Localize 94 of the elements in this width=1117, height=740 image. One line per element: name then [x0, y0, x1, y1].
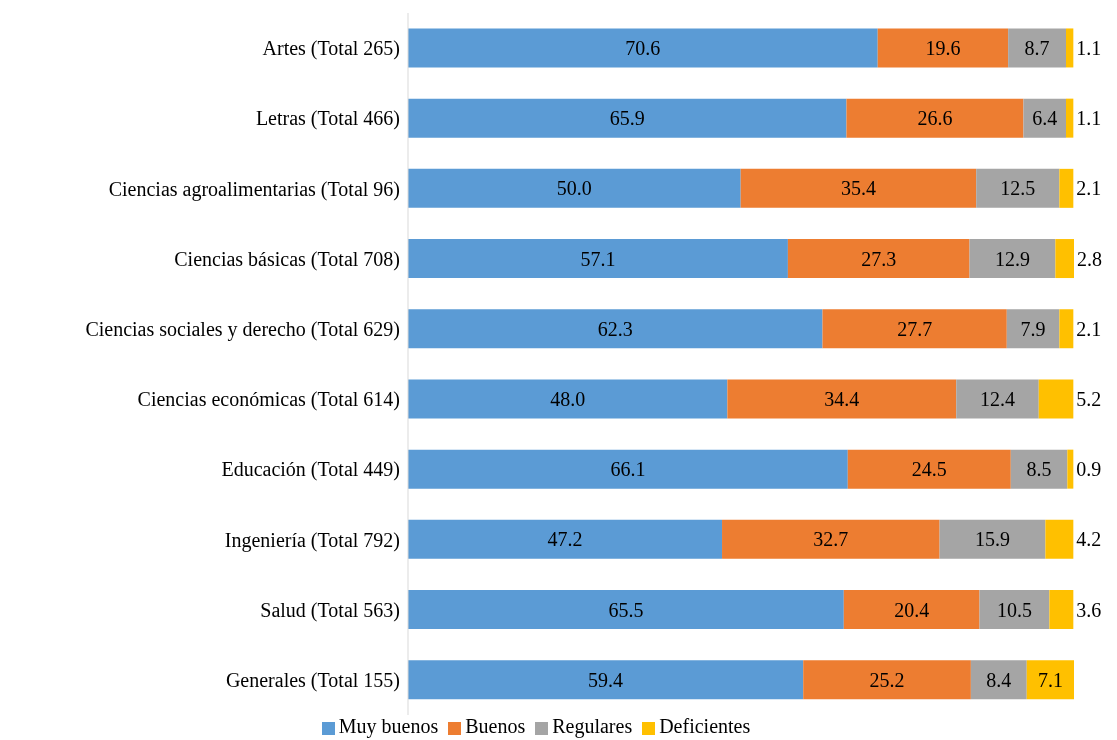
bar [1008, 28, 1067, 68]
data-label: 2.8 [1077, 247, 1102, 270]
bar [822, 309, 1007, 349]
data-label: 50.0 [556, 177, 592, 200]
bar [979, 590, 1050, 630]
bar [408, 519, 723, 559]
bar [1010, 449, 1068, 489]
y-tick-label: Generales (Total 155) [225, 669, 400, 692]
data-label: 57.1 [580, 247, 616, 270]
y-tick-label: Ciencias económicas (Total 614) [137, 388, 400, 412]
data-label: 12.4 [979, 387, 1015, 410]
data-label: 7.1 [1037, 668, 1063, 691]
data-label: 27.7 [897, 317, 933, 340]
data-label: 35.4 [840, 177, 876, 200]
bar [740, 168, 977, 208]
data-label: 6.4 [1032, 107, 1058, 130]
legend-label: Deficientes [659, 715, 751, 737]
bar [408, 168, 741, 208]
bar [722, 519, 940, 559]
data-label: 8.5 [1026, 458, 1052, 481]
legend-label: Muy buenos [338, 715, 439, 737]
bar [976, 168, 1060, 208]
data-label: 27.3 [861, 247, 897, 270]
bar [408, 309, 823, 349]
bar [408, 449, 848, 489]
y-tick-label: Salud (Total 563) [260, 598, 400, 622]
data-label: 70.6 [625, 36, 661, 59]
legend-label: Buenos [465, 715, 526, 737]
data-label: 15.9 [975, 528, 1010, 551]
bar [787, 239, 970, 279]
y-tick-label: Ciencias sociales y derecho (Total 629) [85, 318, 400, 341]
bar [969, 239, 1056, 279]
data-label: 20.4 [894, 598, 930, 621]
data-label: 2.1 [1076, 317, 1102, 340]
bar [408, 660, 804, 700]
y-tick-label: Artes (Total 265) [262, 37, 400, 61]
bar [843, 590, 980, 630]
bar [408, 98, 847, 138]
bar [1066, 98, 1074, 138]
data-label: 19.6 [925, 36, 961, 59]
bar [847, 449, 1011, 489]
data-label: 2.1 [1076, 177, 1102, 200]
bar [1055, 239, 1074, 279]
bar [1049, 590, 1074, 630]
bar [1066, 28, 1074, 68]
data-label: 66.1 [610, 458, 646, 481]
bar [727, 379, 957, 419]
data-label: 65.9 [609, 107, 645, 130]
data-label: 4.2 [1076, 528, 1102, 551]
y-tick-label: Educación (Total 449) [221, 458, 400, 482]
bar [1026, 660, 1074, 700]
y-tick-label: Letras (Total 466) [255, 107, 400, 131]
bar [846, 98, 1024, 138]
data-label: 62.3 [597, 317, 633, 340]
y-tick-label: Ciencias agroalimentarias (Total 96) [108, 177, 400, 201]
data-label: 8.4 [986, 668, 1012, 691]
bar [1023, 98, 1067, 138]
data-label: 0.9 [1076, 458, 1102, 481]
data-label: 59.4 [588, 668, 624, 691]
bar [1038, 379, 1074, 419]
data-label: 12.9 [994, 247, 1030, 270]
bar [1045, 519, 1074, 559]
bar [970, 660, 1027, 700]
bar [1006, 309, 1060, 349]
data-label: 25.2 [869, 668, 905, 691]
data-label: 12.5 [1000, 177, 1036, 200]
data-label: 24.5 [911, 458, 947, 481]
data-label: 34.4 [824, 387, 860, 410]
bar [877, 28, 1009, 68]
bar [1059, 168, 1074, 208]
data-label: 3.6 [1076, 598, 1102, 621]
bar [408, 379, 728, 419]
bar [956, 379, 1039, 419]
data-label: 65.5 [608, 598, 644, 621]
bar [1059, 309, 1074, 349]
bar [803, 660, 971, 700]
bar [939, 519, 1046, 559]
bar [408, 590, 844, 630]
data-label: 26.6 [917, 107, 953, 130]
data-label: 1.1 [1076, 36, 1102, 59]
bar [408, 239, 788, 279]
legend-label: Regulares [552, 715, 633, 737]
y-tick-label: Ciencias básicas (Total 708) [174, 247, 400, 271]
data-label: 32.7 [813, 528, 849, 551]
data-label: 8.7 [1024, 36, 1050, 59]
bar [408, 28, 878, 68]
data-label: 1.1 [1076, 107, 1102, 130]
data-label: 48.0 [550, 387, 586, 410]
bar [1067, 449, 1074, 489]
data-label: 10.5 [996, 598, 1032, 621]
data-label: 47.2 [547, 528, 583, 551]
data-label: 5.2 [1076, 387, 1102, 410]
y-tick-label: Ingeniería (Total 792) [224, 528, 400, 552]
data-label: 7.9 [1020, 317, 1046, 340]
